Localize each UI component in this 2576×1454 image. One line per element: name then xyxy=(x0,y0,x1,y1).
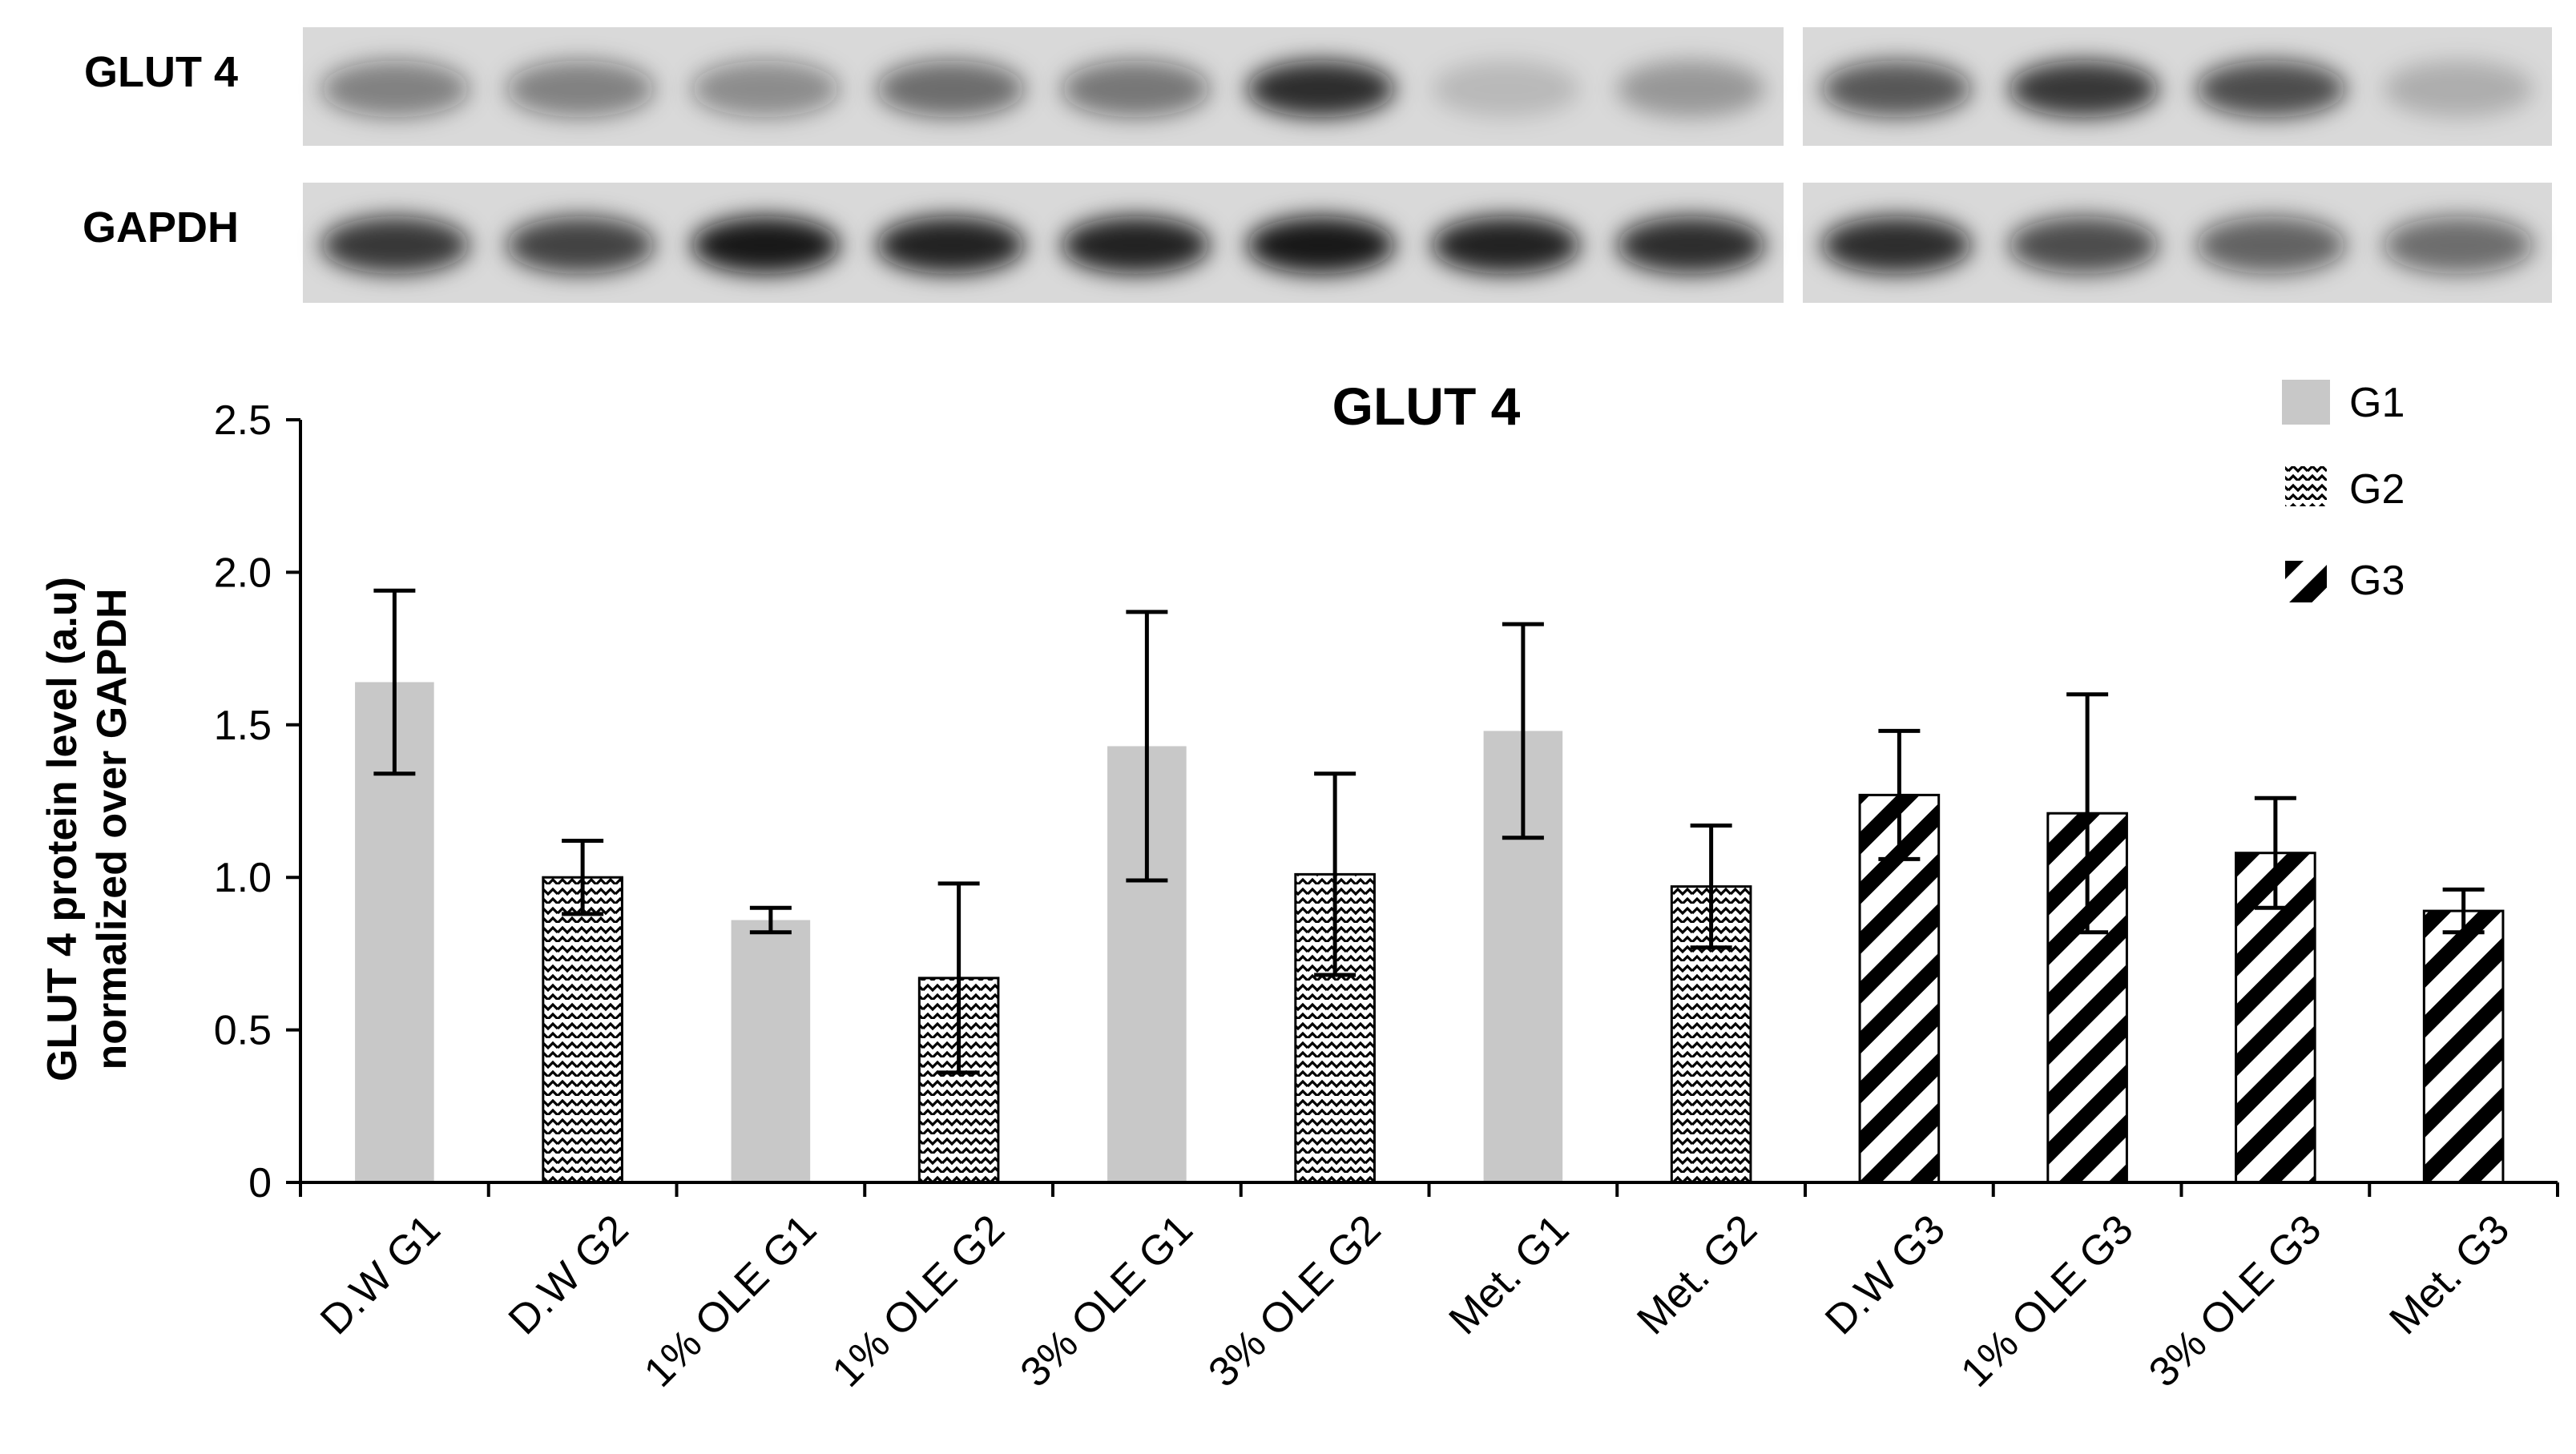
x-tick-label: Met. G3 xyxy=(2380,1206,2518,1343)
blot-band-gapdh xyxy=(2383,216,2534,274)
legend-label-g3: G3 xyxy=(2349,558,2405,604)
blot-band-glut4 xyxy=(2009,60,2159,118)
western-blot: GLUT 4 GAPDH xyxy=(83,27,2552,303)
x-tick-label: 3% OLE G1 xyxy=(1012,1206,1202,1396)
chart-title: GLUT 4 xyxy=(1332,377,1521,436)
y-axis-title-line-2: normalized over GAPDH xyxy=(89,588,135,1069)
y-tick-label: 0 xyxy=(248,1160,272,1206)
y-tick-label: 2.5 xyxy=(214,397,272,444)
x-tick-label: D.W G2 xyxy=(500,1206,638,1343)
blot-band-glut4 xyxy=(877,60,1025,118)
blot-band-glut4 xyxy=(1247,60,1395,118)
x-tick-label: D.W G1 xyxy=(312,1206,449,1343)
error-bar-5 xyxy=(1126,610,1168,883)
x-tick-label: D.W G3 xyxy=(1816,1206,1954,1343)
blot-band-gapdh xyxy=(877,216,1025,274)
blot-label-glut4: GLUT 4 xyxy=(84,48,238,96)
error-bar-4 xyxy=(937,881,980,1075)
blot-band-gapdh xyxy=(2009,216,2159,274)
x-tick-label: Met. G1 xyxy=(1441,1206,1578,1343)
blot-band-glut4 xyxy=(506,60,655,118)
y-tick-label: 1.5 xyxy=(214,703,272,749)
blot-band-gapdh xyxy=(1062,216,1210,274)
y-axis-title: GLUT 4 protein level (a.u) normalized ov… xyxy=(39,577,135,1081)
x-tick-label: 3% OLE G2 xyxy=(1199,1206,1389,1396)
legend-label-g2: G2 xyxy=(2349,466,2405,513)
blot-band-gapdh xyxy=(691,216,840,274)
blot-band-glut4 xyxy=(321,60,470,118)
x-axis: D.W G1 D.W G21% OLE G11% OLE G23% OLE G13… xyxy=(299,1181,2559,1396)
blot-band-gapdh xyxy=(2195,216,2346,274)
blot-band-gapdh xyxy=(1821,216,1972,274)
y-axis: 0 0.5 1.0 1.5 2.0 2.5 xyxy=(214,397,302,1206)
error-bar-8 xyxy=(1690,823,1732,950)
bar-12 xyxy=(2422,909,2505,1184)
legend-swatch-g1 xyxy=(2282,380,2330,425)
blot-label-gapdh: GAPDH xyxy=(83,203,239,252)
blot-band-gapdh xyxy=(506,216,655,274)
blot-band-glut4 xyxy=(1432,60,1580,118)
blot-band-glut4 xyxy=(1062,60,1210,118)
x-tick-label: 3% OLE G3 xyxy=(2140,1206,2330,1396)
x-tick-label: 1% OLE G2 xyxy=(824,1206,1014,1396)
error-bar-3 xyxy=(749,905,792,935)
error-bar-7 xyxy=(1502,622,1544,840)
blot-band-glut4 xyxy=(1821,60,1972,118)
legend-label-g1: G1 xyxy=(2349,380,2405,426)
blot-band-glut4 xyxy=(1617,60,1765,118)
error-bar-6 xyxy=(1314,771,1357,977)
y-axis-title-line-1: GLUT 4 protein level (a.u) xyxy=(39,577,86,1081)
bar-3 xyxy=(731,920,811,1182)
error-bar-1 xyxy=(373,588,416,776)
x-tick-label: 1% OLE G1 xyxy=(635,1206,825,1396)
error-bar-10 xyxy=(2066,692,2109,935)
blot-band-glut4 xyxy=(2195,60,2346,118)
bar-2 xyxy=(542,876,623,1184)
error-bars xyxy=(373,588,2485,1075)
error-bar-2 xyxy=(562,839,604,916)
blot-band-glut4 xyxy=(691,60,840,118)
error-bar-11 xyxy=(2254,795,2296,910)
bar-chart: GLUT 4 GLUT 4 protein level (a.u) normal… xyxy=(39,377,2559,1396)
x-tick-label: Met. G2 xyxy=(1628,1206,1766,1343)
y-tick-label: 2.0 xyxy=(214,550,272,596)
bars xyxy=(355,682,2505,1184)
blot-band-gapdh xyxy=(1432,216,1580,274)
blot-band-glut4 xyxy=(2383,60,2534,118)
legend-swatch-g3 xyxy=(2285,561,2327,602)
y-tick-label: 1.0 xyxy=(214,855,272,901)
x-tick-label: 1% OLE G3 xyxy=(1952,1206,2142,1396)
error-bar-12 xyxy=(2442,887,2485,935)
blot-band-gapdh xyxy=(1247,216,1395,274)
blot-band-gapdh xyxy=(1617,216,1765,274)
blot-bands xyxy=(303,27,2552,303)
legend-swatch-g2 xyxy=(2285,466,2327,506)
blot-band-gapdh xyxy=(321,216,470,274)
y-tick-label: 0.5 xyxy=(214,1008,272,1054)
legend: G1 G2 G3 xyxy=(2282,380,2405,604)
error-bar-9 xyxy=(1878,728,1921,861)
